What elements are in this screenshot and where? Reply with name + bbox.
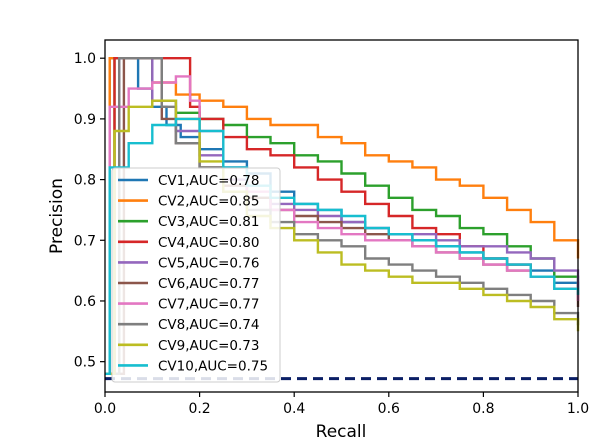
y-tick-label: 0.5 — [74, 355, 96, 371]
legend-label: CV7,AUC=0.77 — [158, 297, 259, 313]
x-tick-label: 0.4 — [283, 401, 305, 417]
y-tick-label: 0.6 — [74, 294, 96, 310]
y-tick-label: 0.9 — [74, 112, 96, 128]
series-line-cv9 — [105, 99, 580, 375]
plot-frame — [104, 39, 579, 393]
series-line-cv8 — [105, 57, 580, 375]
legend-label: CV3,AUC=0.81 — [158, 214, 259, 230]
x-tick-label: 0.8 — [472, 401, 494, 417]
x-tick-label: 0.2 — [188, 401, 210, 417]
legend-label: CV5,AUC=0.76 — [158, 255, 259, 271]
series-line-cv10 — [105, 117, 580, 375]
y-tick-label: 1.0 — [74, 51, 96, 67]
y-tick-label: 0.7 — [74, 233, 96, 249]
series-line-cv7 — [105, 75, 580, 375]
x-tick-label: 0.0 — [94, 401, 116, 417]
series-layer — [105, 57, 580, 375]
legend-label: CV6,AUC=0.77 — [158, 276, 259, 292]
legend-label: CV8,AUC=0.74 — [158, 317, 259, 333]
y-axis: 0.5 0.6 0.7 0.8 0.9 1.0 — [74, 51, 105, 371]
y-tick-label: 0.8 — [74, 173, 96, 189]
legend: CV1,AUC=0.78 CV2,AUC=0.85 CV3,AUC=0.81 CV4,… — [111, 167, 281, 383]
x-tick-label: 1.0 — [567, 401, 589, 417]
legend-label: CV10,AUC=0.75 — [158, 358, 268, 374]
x-axis: 0.0 0.2 0.4 0.6 0.8 1.0 — [94, 392, 589, 417]
y-axis-label: Precision — [47, 178, 67, 254]
legend-label: CV9,AUC=0.73 — [158, 338, 259, 354]
x-axis-label: Recall — [316, 422, 367, 442]
x-tick-label: 0.6 — [378, 401, 400, 417]
legend-label: CV1,AUC=0.78 — [158, 173, 259, 189]
legend-label: CV2,AUC=0.85 — [158, 194, 259, 210]
legend-label: CV4,AUC=0.80 — [158, 235, 259, 251]
series-line-cv2 — [105, 57, 580, 375]
legend-box — [111, 167, 281, 383]
